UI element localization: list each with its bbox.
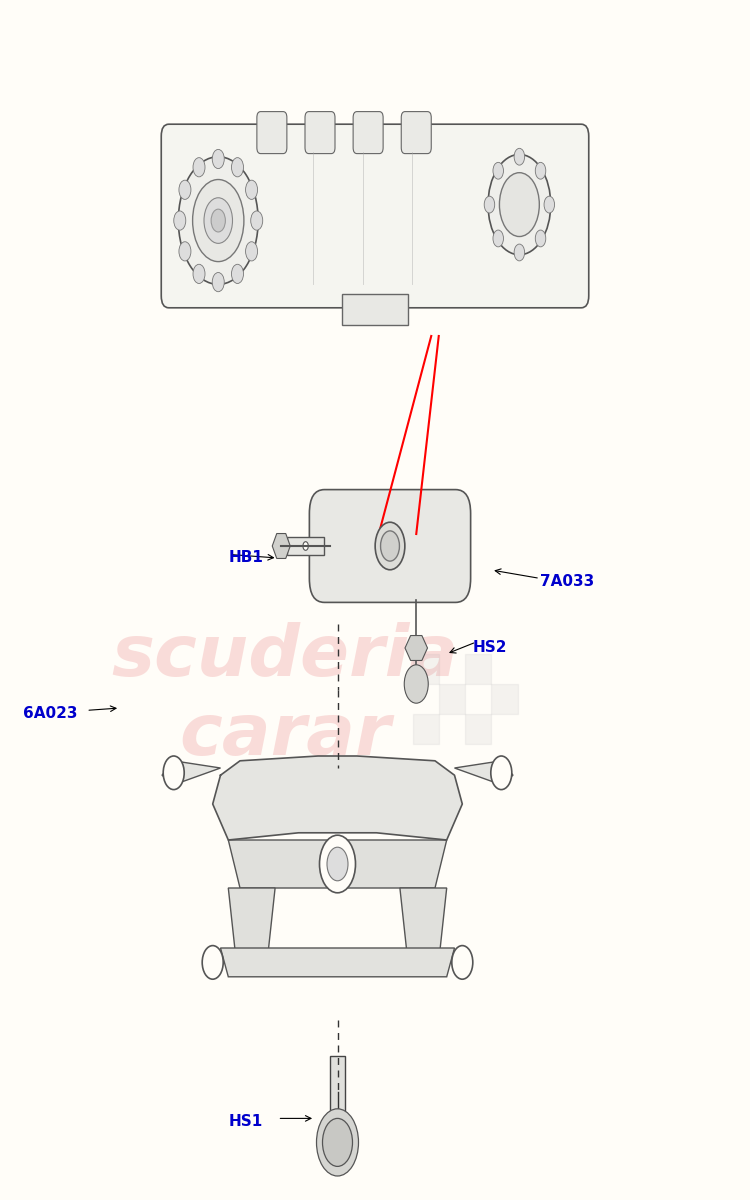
Bar	[342, 294, 408, 325]
Circle shape	[245, 241, 257, 260]
Circle shape	[322, 1118, 352, 1166]
Circle shape	[493, 230, 503, 247]
Circle shape	[232, 157, 244, 176]
FancyBboxPatch shape	[161, 125, 589, 308]
Circle shape	[193, 264, 205, 283]
Bar	[286, 538, 324, 554]
Circle shape	[488, 155, 550, 254]
Circle shape	[380, 530, 400, 562]
Circle shape	[500, 173, 539, 236]
Text: 7A033: 7A033	[540, 575, 594, 589]
Circle shape	[316, 1109, 358, 1176]
Polygon shape	[400, 888, 447, 960]
Text: scuderia
carar: scuderia carar	[112, 622, 458, 770]
Bar	[465, 714, 491, 744]
FancyBboxPatch shape	[401, 112, 431, 154]
Bar	[413, 654, 439, 684]
Circle shape	[179, 180, 191, 199]
Bar	[413, 714, 439, 744]
FancyBboxPatch shape	[305, 112, 335, 154]
Circle shape	[320, 835, 356, 893]
Text: 6A023: 6A023	[22, 707, 77, 721]
FancyBboxPatch shape	[309, 490, 471, 602]
Polygon shape	[228, 840, 447, 888]
Circle shape	[544, 197, 554, 214]
Circle shape	[514, 244, 525, 260]
Circle shape	[232, 264, 244, 283]
Circle shape	[204, 198, 232, 244]
Circle shape	[164, 756, 184, 790]
Circle shape	[536, 230, 546, 247]
Bar	[330, 1056, 345, 1140]
Circle shape	[245, 180, 257, 199]
Polygon shape	[213, 756, 462, 840]
Circle shape	[490, 756, 512, 790]
Circle shape	[179, 241, 191, 260]
Polygon shape	[405, 636, 427, 660]
Circle shape	[202, 946, 223, 979]
Polygon shape	[454, 761, 513, 785]
Circle shape	[484, 197, 495, 214]
Circle shape	[211, 209, 225, 232]
FancyBboxPatch shape	[256, 112, 286, 154]
Polygon shape	[228, 888, 275, 960]
Circle shape	[193, 157, 205, 176]
Circle shape	[212, 150, 224, 168]
Circle shape	[536, 162, 546, 179]
Circle shape	[452, 946, 472, 979]
Polygon shape	[220, 948, 454, 977]
FancyBboxPatch shape	[353, 112, 383, 154]
Circle shape	[178, 157, 258, 284]
Circle shape	[212, 272, 224, 292]
Bar	[465, 654, 491, 684]
Circle shape	[193, 180, 244, 262]
Circle shape	[327, 847, 348, 881]
Bar	[491, 684, 517, 714]
Polygon shape	[272, 534, 290, 558]
Circle shape	[174, 211, 186, 230]
Circle shape	[375, 522, 405, 570]
Text: HB1: HB1	[229, 551, 264, 565]
Circle shape	[493, 162, 503, 179]
Bar	[439, 684, 465, 714]
Text: HS1: HS1	[229, 1115, 263, 1129]
Circle shape	[303, 541, 308, 551]
Circle shape	[514, 149, 525, 166]
Polygon shape	[162, 761, 220, 785]
Circle shape	[404, 665, 428, 703]
Text: HS2: HS2	[472, 641, 507, 655]
Circle shape	[251, 211, 262, 230]
